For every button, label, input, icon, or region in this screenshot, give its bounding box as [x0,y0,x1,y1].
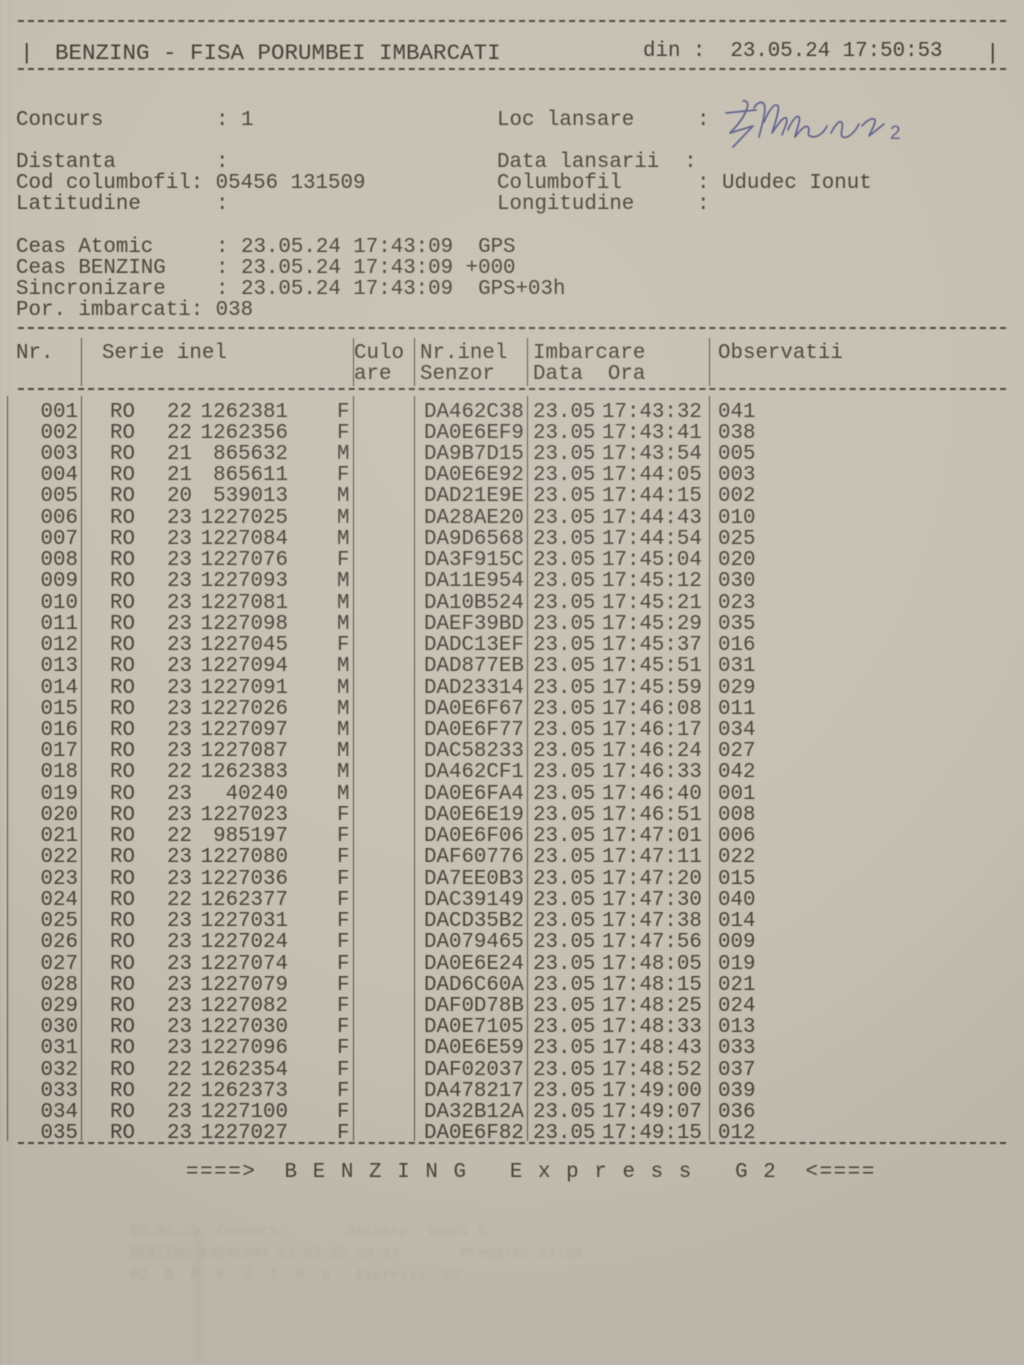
svg-text:2: 2 [890,123,901,144]
